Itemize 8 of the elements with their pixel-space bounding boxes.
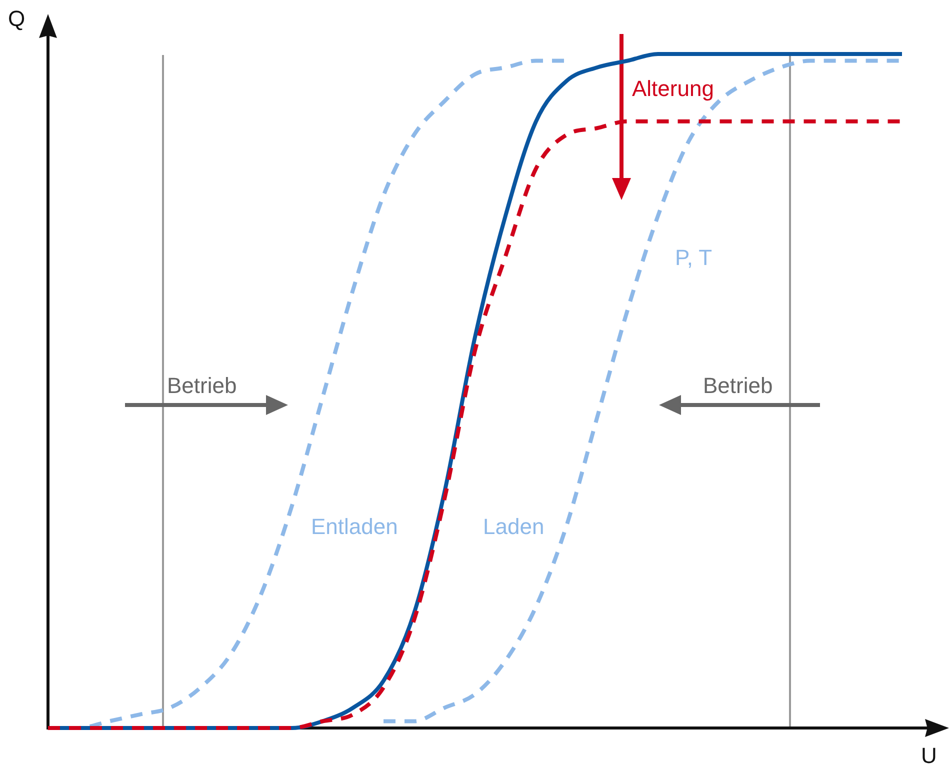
annotation: Entladen — [311, 514, 398, 540]
annotation: P, T — [675, 245, 712, 271]
annotation: Betrieb — [703, 373, 773, 399]
annotation: Betrieb — [167, 373, 237, 399]
annotation: Alterung — [632, 76, 714, 102]
y-axis-title: Q — [8, 6, 26, 32]
annotation: Laden — [483, 514, 544, 540]
x-axis-title: U — [921, 743, 937, 769]
